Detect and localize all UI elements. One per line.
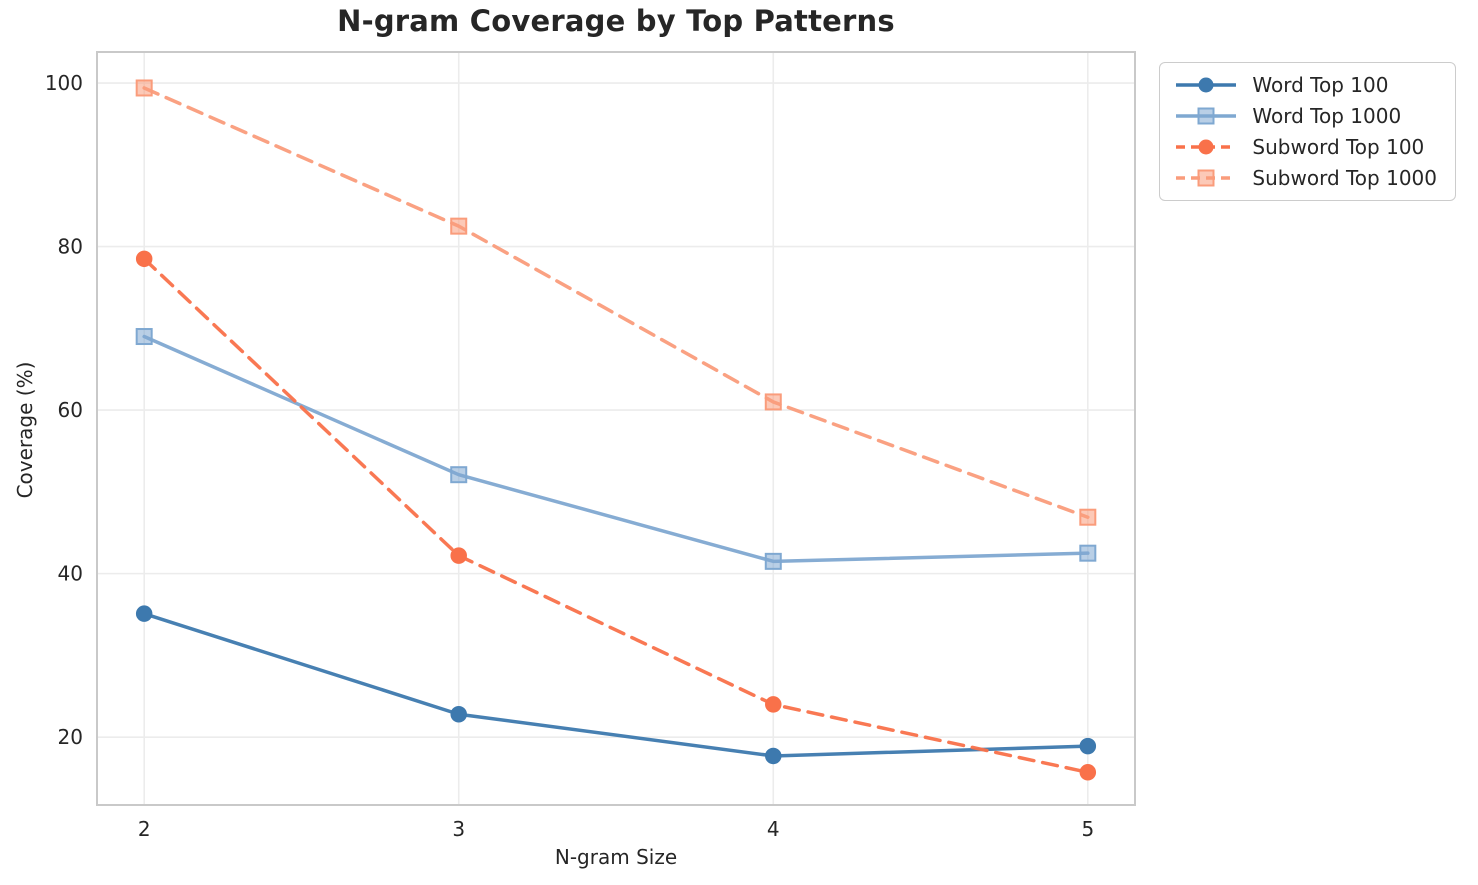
x-tick-label: 5 xyxy=(1081,817,1094,841)
legend: Word Top 100 Word Top 1000 Subword Top 100… xyxy=(1159,62,1456,201)
series-line-3 xyxy=(142,86,1090,519)
series-3-marker-square xyxy=(764,393,782,411)
legend-item: Word Top 1000 xyxy=(1174,104,1437,128)
series-line-0 xyxy=(142,611,1090,758)
series-2-marker-circle xyxy=(135,250,153,268)
y-tick-label: 100 xyxy=(45,71,83,95)
legend-label: Word Top 1000 xyxy=(1252,104,1402,128)
x-tick-label: 2 xyxy=(138,817,151,841)
legend-item: Word Top 100 xyxy=(1174,73,1437,97)
plot-area xyxy=(97,52,1135,805)
series-1-marker-square xyxy=(135,328,153,346)
series-3-marker-square xyxy=(1079,508,1097,526)
legend-swatch-icon xyxy=(1176,107,1237,125)
plot-border xyxy=(96,51,1136,806)
y-tick-label: 60 xyxy=(58,398,83,422)
legend-item: Subword Top 100 xyxy=(1174,135,1437,159)
legend-label: Word Top 100 xyxy=(1252,73,1389,97)
chart-title: N-gram Coverage by Top Patterns xyxy=(337,4,895,38)
x-tick-label: 4 xyxy=(767,817,780,841)
series-3-marker-square xyxy=(135,79,153,97)
y-tick-label: 80 xyxy=(58,235,83,259)
series-line-2 xyxy=(142,257,1090,775)
series-0-marker-circle xyxy=(1079,737,1097,755)
legend-label: Subword Top 100 xyxy=(1252,135,1425,159)
series-2-marker-circle xyxy=(1079,764,1097,781)
legend-label: Subword Top 1000 xyxy=(1252,166,1437,190)
series-1-marker-square xyxy=(450,466,468,484)
series-2-marker-circle xyxy=(765,696,782,713)
series-2-marker-circle xyxy=(450,547,467,564)
y-tick-label: 40 xyxy=(58,562,83,586)
series-0-marker-circle xyxy=(765,747,782,765)
x-axis-label: N-gram Size xyxy=(554,845,678,869)
x-tick-label: 3 xyxy=(452,817,465,841)
legend-item: Subword Top 1000 xyxy=(1174,166,1437,190)
legend-swatch-icon xyxy=(1176,169,1237,187)
legend-swatch-icon xyxy=(1176,77,1237,93)
series-1-marker-square xyxy=(764,552,782,570)
y-tick-label: 20 xyxy=(58,725,83,749)
series-0-marker-circle xyxy=(135,605,153,622)
legend-swatch-icon xyxy=(1176,139,1237,155)
series-1-marker-square xyxy=(1079,544,1097,562)
series-3-marker-square xyxy=(450,217,468,235)
series-0-marker-circle xyxy=(450,705,467,723)
